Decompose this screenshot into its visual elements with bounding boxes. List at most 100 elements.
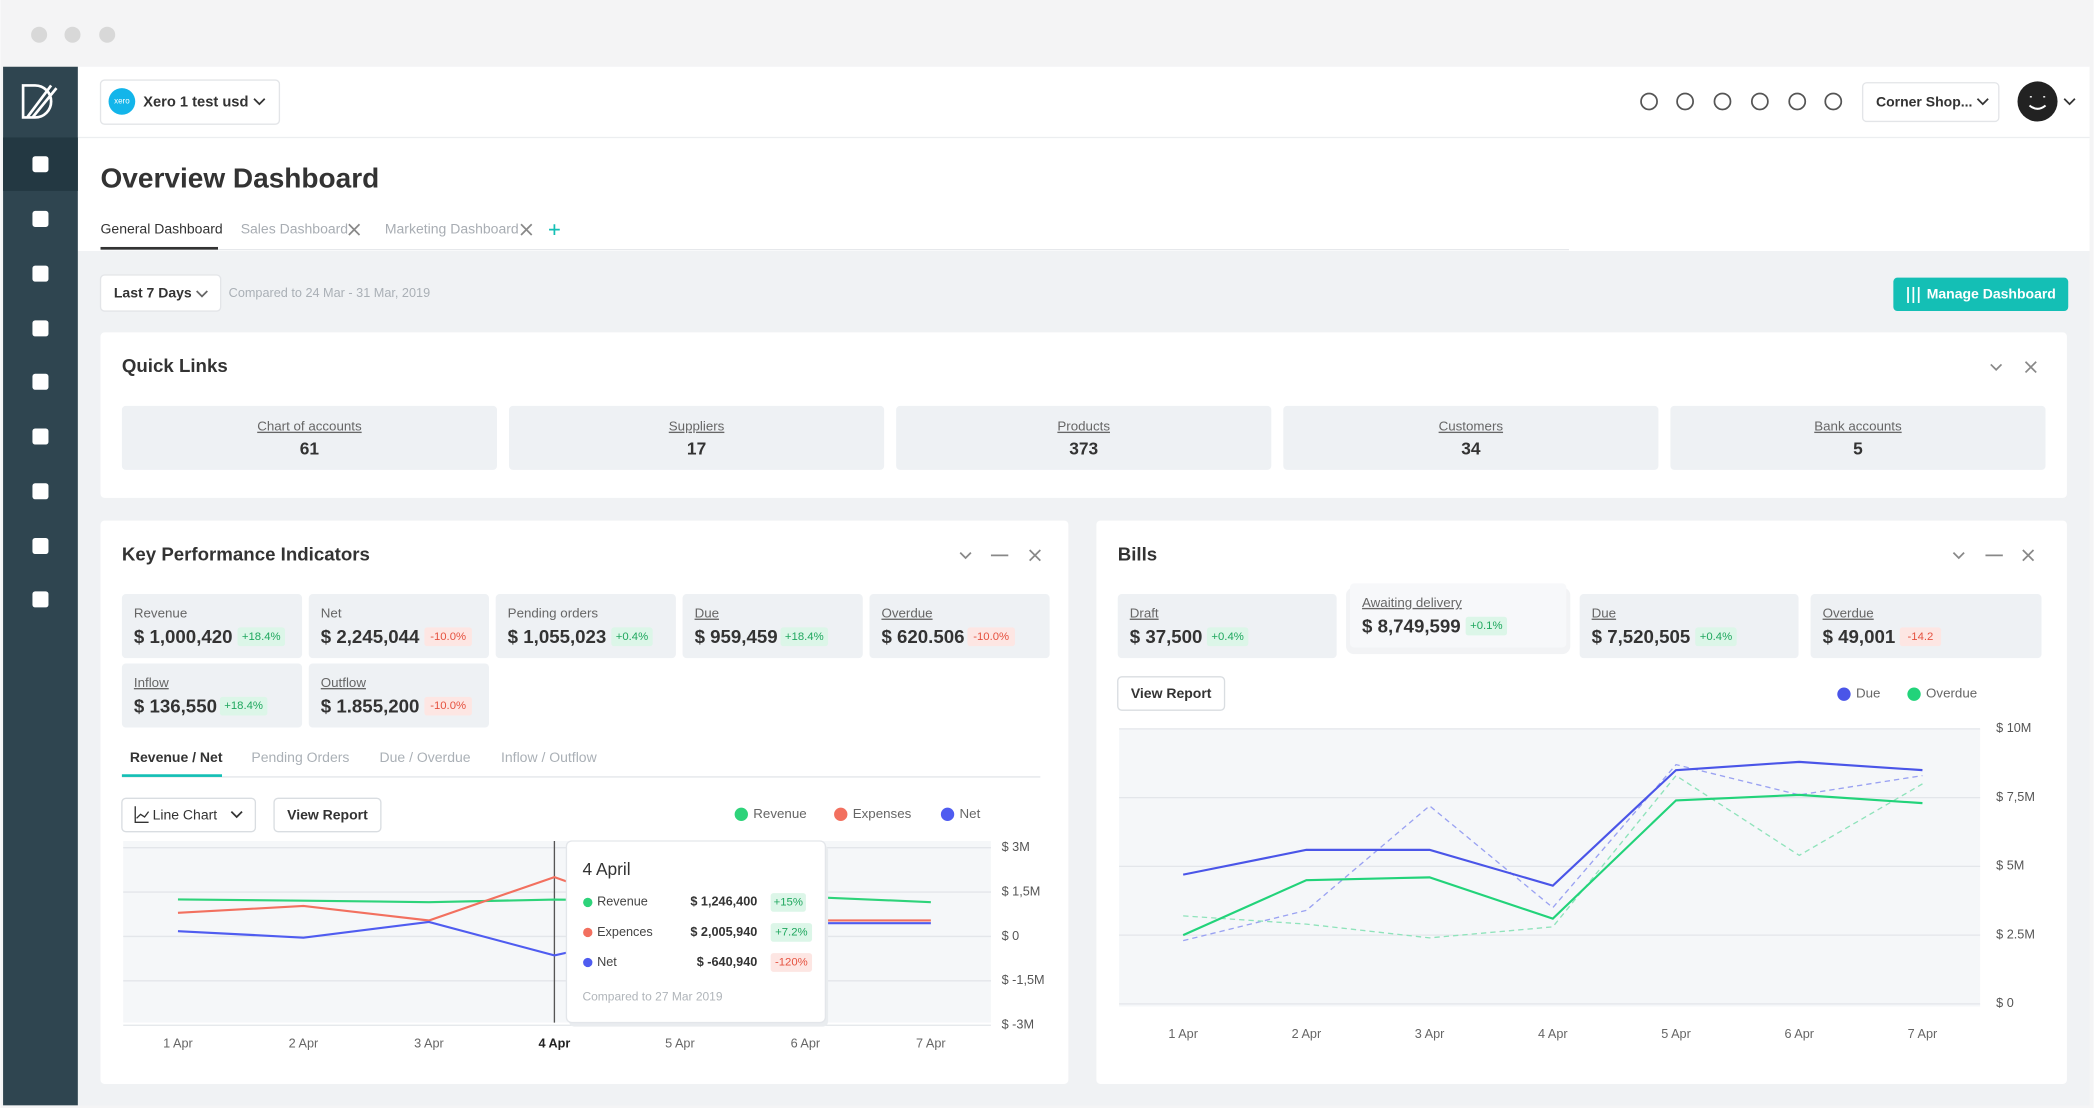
tile-value: $ 37,500 xyxy=(1130,626,1203,647)
kpi-tile[interactable] xyxy=(1350,583,1567,648)
close-icon[interactable] xyxy=(2022,549,2035,562)
y-tick-label: $ -1,5M xyxy=(1002,973,1045,987)
quick-link[interactable] xyxy=(1670,405,2046,470)
quick-link[interactable] xyxy=(121,405,498,470)
change-badge xyxy=(1206,627,1249,647)
sidebar-icon[interactable] xyxy=(32,428,49,445)
range-select[interactable] xyxy=(99,274,222,312)
chevron-icon[interactable] xyxy=(253,98,266,106)
chevron-icon[interactable] xyxy=(230,811,243,819)
change-text: -10.0% xyxy=(973,631,1009,643)
chart-type-select[interactable] xyxy=(121,797,257,833)
window-dot[interactable] xyxy=(64,26,81,43)
change-badge xyxy=(1695,627,1737,647)
label: Revenue xyxy=(134,606,187,621)
active-tab-underline xyxy=(100,246,219,250)
change-badge xyxy=(1465,616,1508,636)
close-icon[interactable] xyxy=(348,223,361,236)
avatar-face xyxy=(2028,96,2047,110)
legend-label: Overdue xyxy=(1926,686,1977,701)
chevron-icon[interactable] xyxy=(196,290,208,298)
header-icon[interactable] xyxy=(1640,92,1658,111)
page-title: Overview Dashboard xyxy=(101,163,380,194)
label[interactable]: Customers xyxy=(1439,419,1504,434)
quick-link[interactable] xyxy=(896,405,1272,470)
tile-value: $ 1,055,023 xyxy=(508,626,607,647)
chevron-icon[interactable] xyxy=(1990,363,2003,372)
close-icon[interactable] xyxy=(520,223,533,236)
tooltip-value: $ -640,940 xyxy=(697,955,758,969)
view-report-button[interactable] xyxy=(273,797,382,833)
series-line xyxy=(1182,793,1923,937)
label[interactable]: Suppliers xyxy=(669,419,725,434)
chevron-icon[interactable] xyxy=(959,552,972,560)
card-title: Quick Links xyxy=(122,355,228,376)
change-text: -14.2 xyxy=(1908,631,1934,643)
view-report-button[interactable] xyxy=(1117,676,1226,711)
dashboard-tab[interactable]: Sales Dashboard xyxy=(241,220,348,236)
chevron-icon[interactable] xyxy=(1976,98,1989,106)
tooltip-value: $ 1,246,400 xyxy=(690,895,757,909)
header-icon[interactable] xyxy=(1676,92,1694,111)
quick-link-value: 61 xyxy=(300,438,320,458)
change-text: +0.4% xyxy=(1700,631,1732,643)
x-tick-label: 5 Apr xyxy=(1661,1027,1691,1041)
quick-link-value: 5 xyxy=(1853,438,1863,458)
x-tick-label: 7 Apr xyxy=(1908,1027,1938,1041)
window-dot[interactable] xyxy=(31,26,48,43)
shop-select[interactable] xyxy=(1861,82,2000,123)
subtab[interactable]: Due / Overdue xyxy=(380,749,471,765)
active-subtab-underline xyxy=(121,774,223,777)
manage-button[interactable] xyxy=(1893,277,2069,312)
y-tick-label: $ 3M xyxy=(1002,840,1030,854)
sidebar-icon[interactable] xyxy=(32,320,49,337)
sidebar-icon[interactable] xyxy=(32,265,49,282)
sidebar-icon[interactable] xyxy=(32,210,49,227)
x-tick-label: 1 Apr xyxy=(163,1036,193,1050)
close-icon[interactable] xyxy=(1029,549,1041,562)
x-tick-label: 5 Apr xyxy=(665,1036,695,1050)
x-tick-label: 4 Apr xyxy=(538,1036,570,1050)
header-icon[interactable] xyxy=(1750,92,1769,111)
sidebar-icon[interactable] xyxy=(32,537,49,554)
chevron-icon[interactable] xyxy=(2063,98,2076,106)
card-title: Key Performance Indicators xyxy=(122,543,370,564)
close-icon[interactable] xyxy=(2024,361,2037,374)
quick-link[interactable] xyxy=(509,405,885,470)
account-select[interactable] xyxy=(99,79,281,125)
header-icon[interactable] xyxy=(1788,92,1807,111)
label[interactable]: Chart of accounts xyxy=(257,419,362,434)
sidebar-icon[interactable] xyxy=(32,156,49,173)
avatar[interactable] xyxy=(2017,81,2058,122)
y-tick-label: $ 7,5M xyxy=(1996,790,2035,804)
subtab[interactable]: Inflow / Outflow xyxy=(501,749,598,765)
header-icon[interactable] xyxy=(1824,92,1843,111)
change-text: -10.0% xyxy=(430,700,466,712)
add-tab[interactable] xyxy=(549,224,560,235)
label: Overdue xyxy=(881,606,932,621)
previous-line xyxy=(1183,774,1923,939)
label[interactable]: Bank accounts xyxy=(1814,419,1902,434)
kpi-tile[interactable] xyxy=(1117,594,1337,659)
chevron-icon[interactable] xyxy=(1952,552,1965,560)
kpi-tile[interactable] xyxy=(1579,594,1799,659)
dashboard-tab[interactable]: Marketing Dashboard xyxy=(385,220,519,236)
quick-link[interactable] xyxy=(1283,405,1659,470)
sidebar-icon[interactable] xyxy=(32,373,49,390)
legend-marker xyxy=(1907,687,1921,701)
sidebar-icon[interactable] xyxy=(32,483,49,500)
label: Overdue xyxy=(1823,606,1874,621)
tile-value: $ 136,550 xyxy=(134,695,217,716)
y-tick-label: $ 5M xyxy=(1996,859,2024,873)
window-dot[interactable] xyxy=(99,26,116,43)
x-tick-label: 6 Apr xyxy=(1784,1027,1814,1041)
change-badge xyxy=(770,893,806,912)
kpi-tile[interactable] xyxy=(1810,594,2042,659)
subtab[interactable]: Revenue / Net xyxy=(130,749,223,765)
dashboard-tab[interactable]: General Dashboard xyxy=(101,220,223,236)
logo[interactable] xyxy=(21,84,58,119)
label[interactable]: Products xyxy=(1057,419,1110,434)
subtab[interactable]: Pending Orders xyxy=(251,749,349,765)
sidebar-icon[interactable] xyxy=(32,591,49,608)
header-icon[interactable] xyxy=(1713,92,1732,111)
